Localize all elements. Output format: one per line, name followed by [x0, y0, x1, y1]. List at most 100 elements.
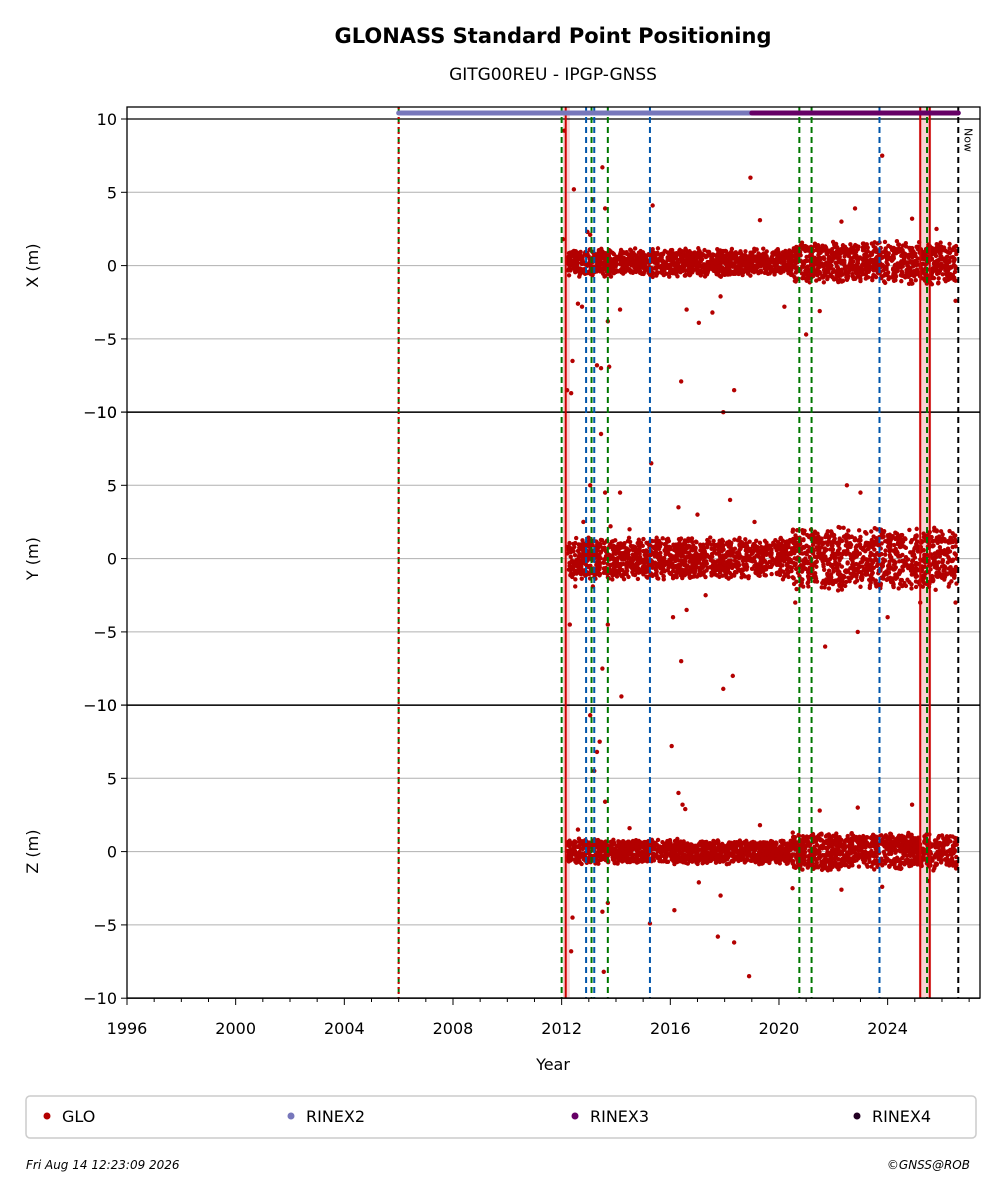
panel-2-ylabel: Z (m) [23, 830, 42, 874]
glo-point [679, 553, 684, 559]
glo-point [636, 537, 642, 542]
glo-point [627, 267, 633, 273]
glo-point [703, 574, 708, 580]
glo-point [834, 271, 840, 277]
glo-point [838, 538, 844, 543]
glo-point [738, 256, 743, 261]
glo-point [663, 543, 669, 549]
glo-point [719, 260, 724, 265]
glo-point [907, 527, 912, 533]
glo-point [655, 264, 661, 269]
glo-point [951, 258, 957, 264]
glo-point [944, 255, 949, 260]
glo-point [850, 566, 856, 571]
glo-point [804, 271, 809, 277]
glo-point [727, 271, 732, 276]
glo-point [863, 529, 868, 535]
glo-point [667, 257, 672, 263]
glo-point [750, 263, 755, 268]
glo-point [734, 554, 739, 560]
glo-point [800, 527, 805, 533]
glo-point [888, 257, 894, 262]
glo-point [763, 573, 769, 578]
panel-1-outlier-6 [600, 666, 605, 671]
panel-0-outlier-5 [571, 187, 577, 192]
glo-point [598, 251, 603, 256]
glo-point [846, 575, 851, 580]
glo-point [769, 552, 774, 557]
glo-point [908, 258, 913, 264]
glo-point [945, 548, 951, 553]
glo-point [611, 269, 617, 274]
glo-point [850, 246, 855, 251]
glo-point [929, 282, 935, 287]
glo-point [570, 253, 575, 259]
glo-point [629, 263, 634, 268]
glo-point [788, 564, 793, 570]
panel-0-outlier-7 [579, 304, 585, 309]
panel-1-outlier-24 [822, 644, 828, 649]
glo-point [754, 538, 759, 543]
glo-point [779, 569, 784, 574]
glo-point [845, 560, 850, 565]
glo-point [595, 546, 600, 552]
glo-point [696, 249, 701, 255]
glo-point [937, 251, 943, 256]
glo-point [724, 249, 729, 254]
panel-0-ytick-label-3: −5 [93, 330, 117, 349]
glo-point [945, 261, 950, 266]
glo-point [625, 538, 631, 544]
glo-point [872, 542, 877, 548]
glo-point [886, 570, 892, 575]
glo-point [850, 559, 855, 564]
glo-point [602, 274, 607, 279]
glo-point [789, 568, 794, 574]
panel-0-ytick-label-4: −10 [83, 403, 117, 422]
glo-point [677, 257, 683, 262]
glo-point [780, 250, 786, 255]
glo-point [896, 586, 901, 591]
glo-point [571, 541, 576, 547]
glo-point [595, 566, 600, 572]
glo-point [726, 266, 731, 271]
glo-point [776, 265, 782, 270]
glo-point [780, 563, 785, 568]
glo-point [843, 265, 848, 271]
panel-0-outlier-23 [718, 294, 723, 299]
glo-point [819, 585, 824, 590]
glo-point [947, 241, 952, 247]
glo-point [793, 543, 798, 548]
panel-1-outlier-10 [617, 490, 623, 495]
glo-point [791, 264, 797, 269]
glo-point [709, 546, 714, 551]
glo-point [892, 550, 898, 555]
glo-point [844, 275, 849, 280]
glo-point [759, 557, 764, 562]
panel-1-outlier-18 [695, 512, 700, 517]
glo-point [822, 261, 828, 267]
glo-point [715, 566, 721, 572]
glo-point [893, 246, 898, 252]
glo-point [742, 261, 747, 266]
glo-point [910, 558, 916, 563]
glo-point [920, 250, 926, 255]
glo-point [583, 262, 588, 267]
glo-point [776, 257, 782, 262]
glo-point [659, 263, 664, 269]
glo-point [702, 545, 707, 551]
glo-point [626, 561, 631, 566]
glo-point [728, 553, 733, 558]
panel-1-outlier-30 [953, 600, 958, 605]
glo-point [909, 281, 914, 286]
glo-point [757, 565, 763, 571]
glo-point [669, 261, 675, 267]
glo-point [825, 561, 830, 567]
glo-point [761, 246, 766, 251]
glo-point [769, 571, 774, 577]
glo-point [679, 248, 685, 254]
glo-point [825, 276, 830, 282]
glo-point [674, 253, 679, 258]
glo-point [642, 261, 647, 267]
glo-point [579, 576, 584, 581]
